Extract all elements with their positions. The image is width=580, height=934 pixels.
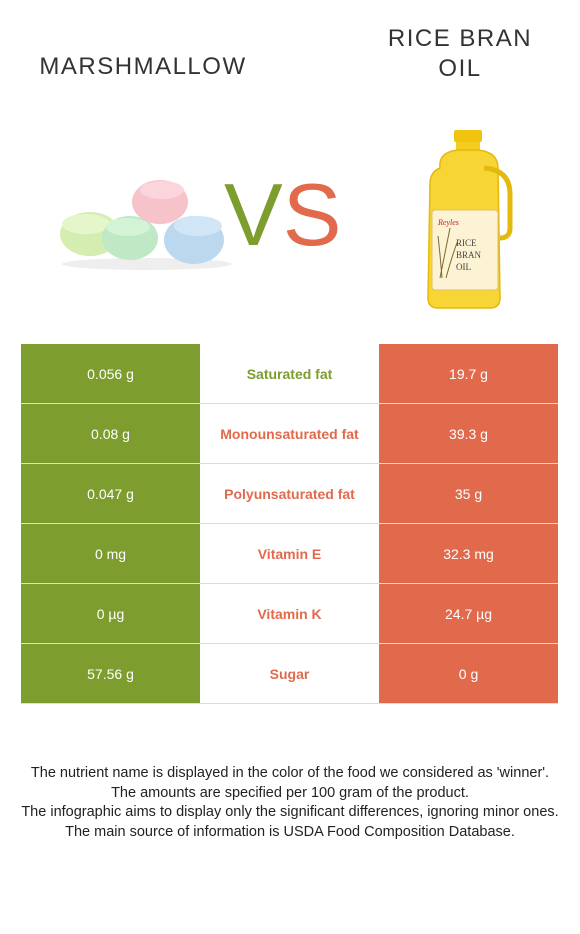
left-value-cell: 57.56 g xyxy=(21,644,200,703)
left-value-cell: 0.08 g xyxy=(21,404,200,463)
nutrient-name-cell: Vitamin E xyxy=(200,524,379,583)
oil-bottle-image: Reyles RICE BRAN OIL xyxy=(427,130,513,309)
footnote-source: The main source of information is USDA F… xyxy=(65,823,515,840)
right-value-cell: 39.3 g xyxy=(379,404,558,463)
table-row: 0.08 g Monounsaturated fat 39.3 g xyxy=(21,404,558,464)
bottle-brand: Reyles xyxy=(437,218,459,227)
table-row: 0.056 g Saturated fat 19.7 g xyxy=(21,344,558,404)
right-value-cell: 0 g xyxy=(379,644,558,703)
vs-s-letter: S xyxy=(282,165,342,264)
right-food-title-line1: RICE BRAN xyxy=(387,25,533,52)
table-row: 0 mg Vitamin E 32.3 mg xyxy=(21,524,558,584)
right-food-title-line2: OIL xyxy=(438,55,482,82)
left-food-title: MARSHMALLOW xyxy=(39,53,247,80)
right-food-title: RICE BRAN OIL xyxy=(360,24,560,84)
nutrient-comparison-table: 0.056 g Saturated fat 19.7 g 0.08 g Monounsa… xyxy=(21,344,558,704)
footnote-significance: The infographic aims to display only the… xyxy=(21,804,559,820)
marshmallow-mint-piece xyxy=(102,216,158,260)
footnotes: The nutrient name is displayed in the co… xyxy=(20,764,560,842)
marshmallow-pink-piece xyxy=(132,180,188,224)
left-value-cell: 0 µg xyxy=(21,584,200,643)
left-value-cell: 0 mg xyxy=(21,524,200,583)
marshmallow-image xyxy=(60,180,232,270)
footnote-winner-color: The nutrient name is displayed in the co… xyxy=(30,765,550,781)
footnote-units: The amounts are specified per 100 gram o… xyxy=(111,784,469,801)
bottle-label-line2: BRAN xyxy=(456,250,482,260)
nutrient-name-cell: Polyunsaturated fat xyxy=(200,464,379,523)
nutrient-name-cell: Vitamin K xyxy=(200,584,379,643)
table-row: 57.56 g Sugar 0 g xyxy=(21,644,558,704)
left-value-cell: 0.056 g xyxy=(21,344,200,403)
right-value-cell: 32.3 mg xyxy=(379,524,558,583)
nutrient-name-cell: Sugar xyxy=(200,644,379,703)
nutrient-name-cell: Monounsaturated fat xyxy=(200,404,379,463)
bottle-label-line1: RICE xyxy=(456,238,477,248)
bottle-label-line3: OIL xyxy=(456,262,471,272)
right-value-cell: 24.7 µg xyxy=(379,584,558,643)
vs-label: VS xyxy=(224,170,341,260)
vs-v-letter: V xyxy=(224,165,283,264)
nutrient-name-cell: Saturated fat xyxy=(200,344,379,403)
left-value-cell: 0.047 g xyxy=(21,464,200,523)
table-row: 0 µg Vitamin K 24.7 µg xyxy=(21,584,558,644)
marshmallow-blue-piece xyxy=(164,216,224,264)
table-row: 0.047 g Polyunsaturated fat 35 g xyxy=(21,464,558,524)
right-value-cell: 19.7 g xyxy=(379,344,558,403)
right-value-cell: 35 g xyxy=(379,464,558,523)
